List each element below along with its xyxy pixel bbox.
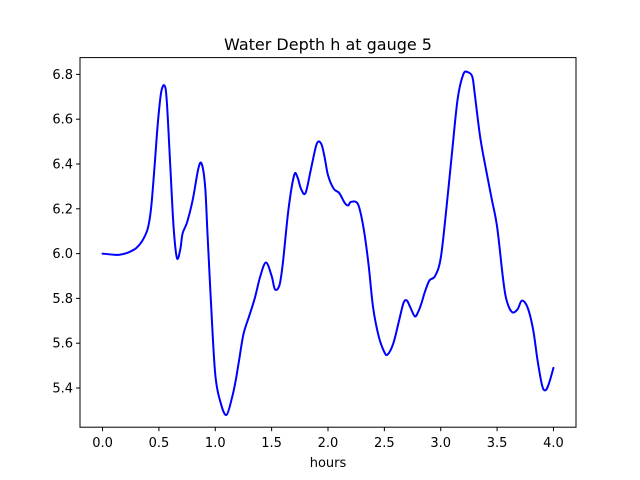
y-tick-label: 6.6 [52,113,73,128]
x-tick-label: 3.5 [487,436,508,451]
y-tick-label: 5.8 [52,292,73,307]
y-axis: 5.4 5.6 5.8 6.0 6.2 6.4 6.6 6.8 [52,68,80,397]
chart-title: Water Depth h at gauge 5 [224,35,432,54]
x-tick-label: 2.5 [374,436,395,451]
y-tick-label: 6.0 [52,247,73,262]
y-tick-label: 6.4 [52,158,73,173]
x-axis-label: hours [310,456,347,471]
y-tick-label: 6.8 [52,68,73,83]
x-tick-label: 2.0 [318,436,339,451]
plot-area: 0.0 0.5 1.0 1.5 2.0 2.5 3.0 3.5 4.0 5.4 5.6 5.8 6.0… [52,57,577,451]
x-tick-label: 0.5 [149,436,170,451]
y-tick-label: 5.4 [52,382,73,397]
y-tick-label: 5.6 [52,337,73,352]
x-tick-label: 1.0 [205,436,226,451]
x-axis: 0.0 0.5 1.0 1.5 2.0 2.5 3.0 3.5 4.0 [92,427,564,451]
x-tick-label: 0.0 [92,436,113,451]
plot-frame [79,57,577,428]
x-tick-label: 1.5 [261,436,282,451]
x-tick-label: 4.0 [543,436,564,451]
series-line-water-depth [101,70,555,416]
y-tick-label: 6.2 [52,202,73,217]
x-tick-label: 3.0 [430,436,451,451]
